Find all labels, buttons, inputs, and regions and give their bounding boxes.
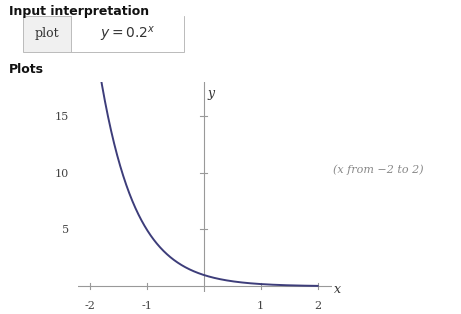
Text: Input interpretation: Input interpretation (9, 5, 149, 18)
Text: (x from −2 to 2): (x from −2 to 2) (333, 164, 423, 175)
Text: Plots: Plots (9, 63, 44, 76)
Text: $y = 0.2^x$: $y = 0.2^x$ (100, 25, 156, 44)
Text: x: x (334, 283, 341, 296)
Text: y: y (207, 87, 214, 100)
Text: plot: plot (35, 27, 59, 40)
